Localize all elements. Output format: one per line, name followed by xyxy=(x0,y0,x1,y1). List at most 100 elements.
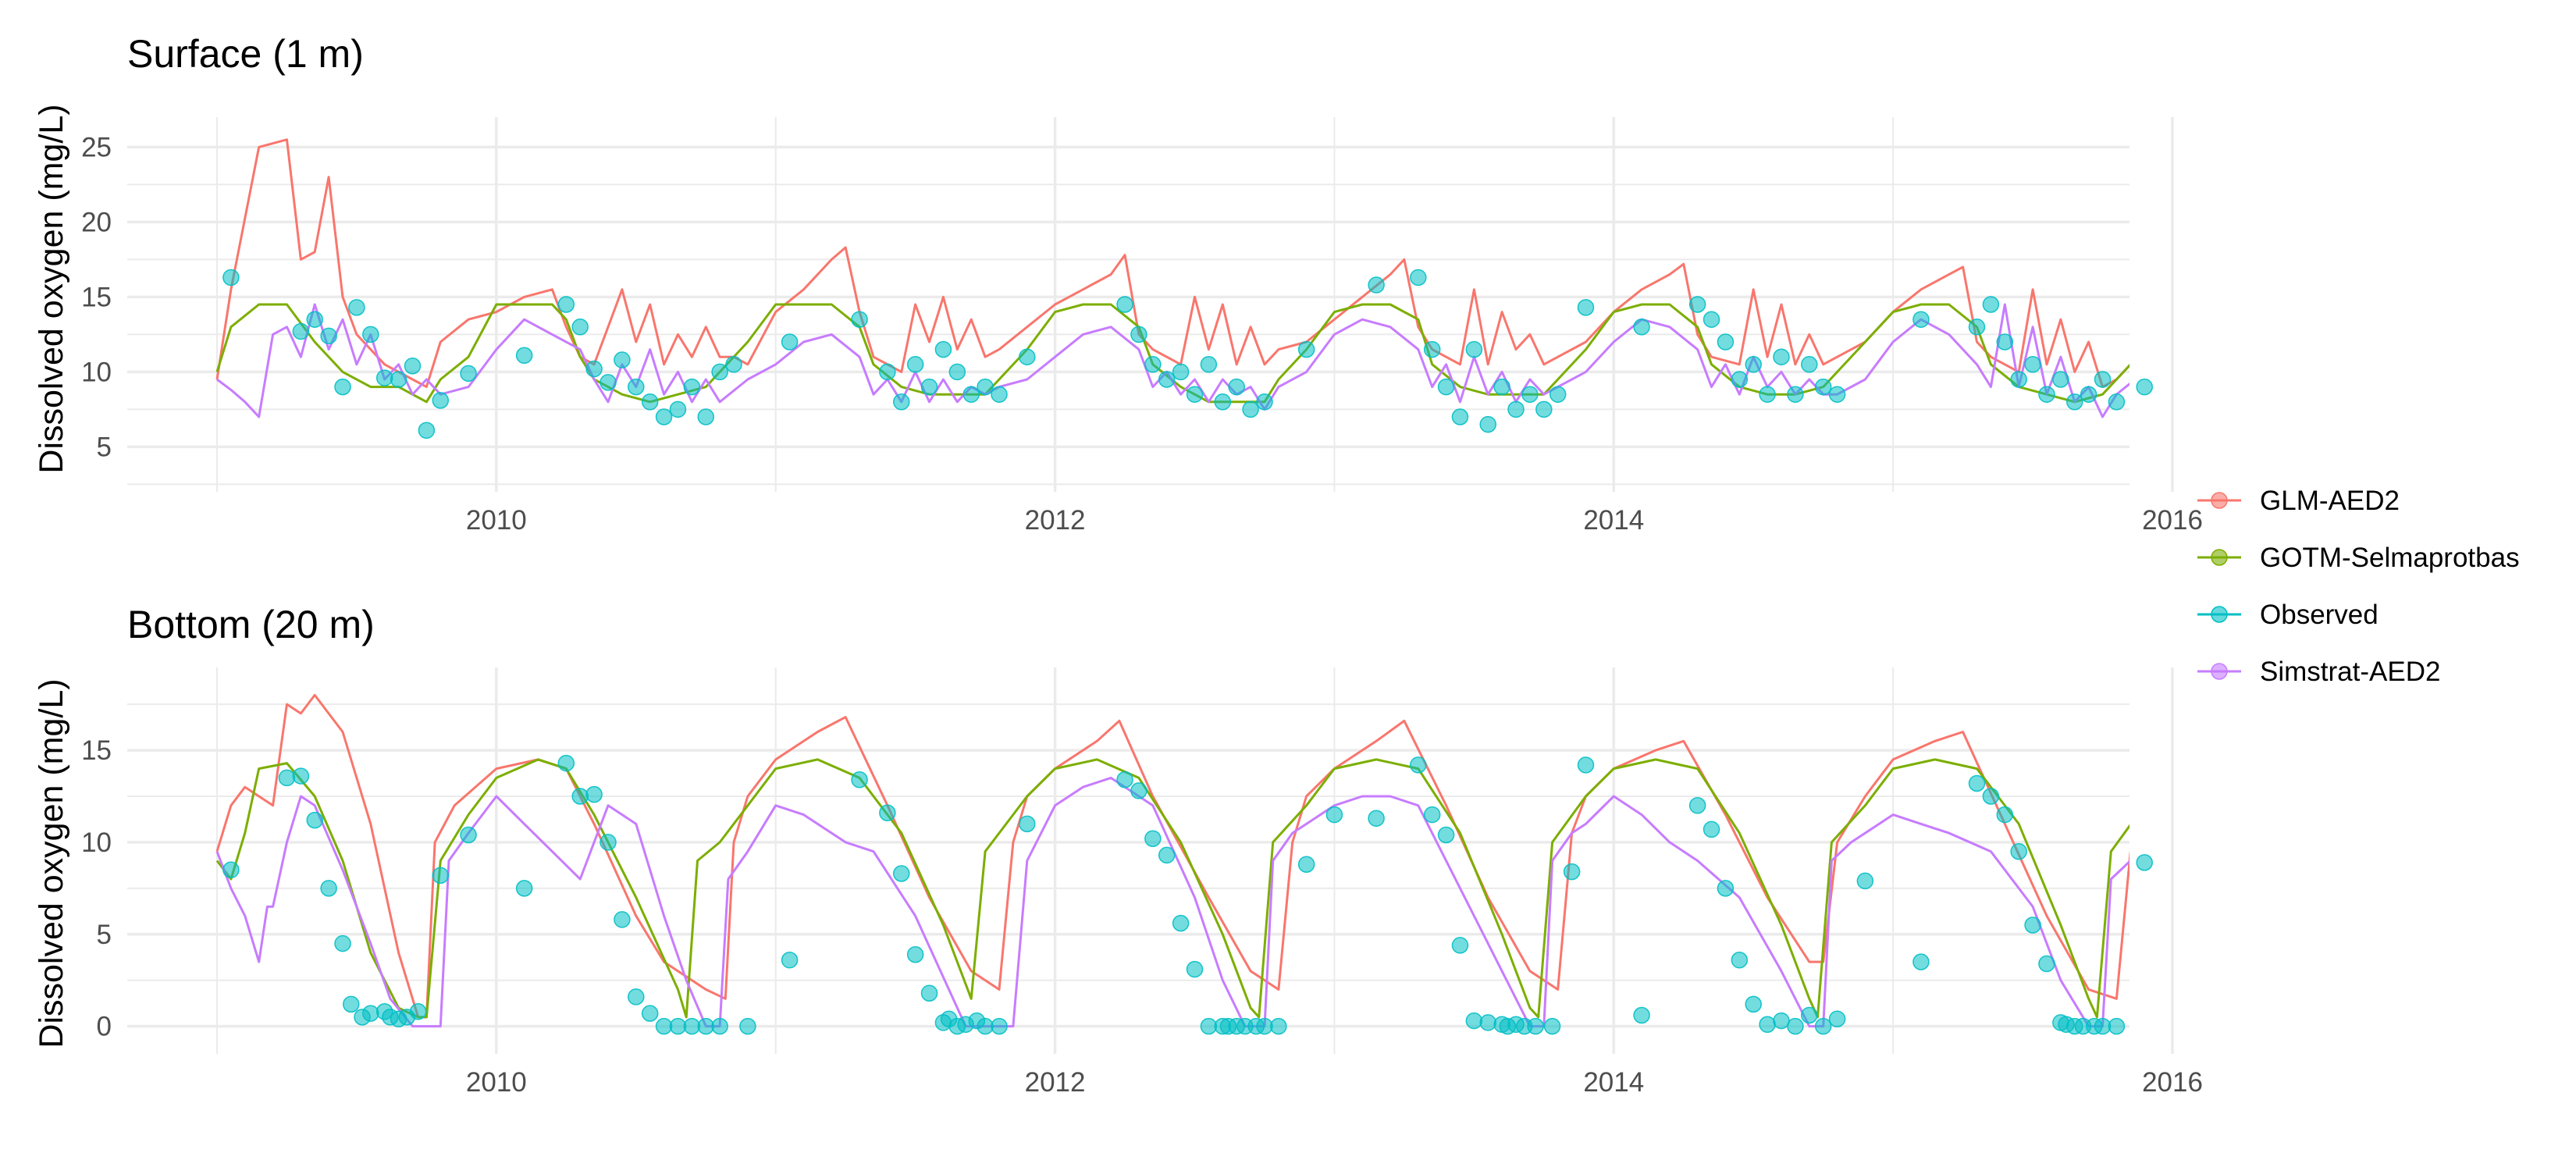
surface-observed-point xyxy=(306,311,323,328)
bottom-observed-point xyxy=(614,911,631,928)
surface-observed-point xyxy=(557,296,575,313)
bottom-observed-point xyxy=(2108,1017,2126,1035)
bottom-observed-point xyxy=(1200,1017,1218,1035)
bottom-observed-point xyxy=(409,1003,427,1020)
bottom-observed-point xyxy=(306,811,323,829)
surface-observed-point xyxy=(390,371,407,388)
surface-observed-point xyxy=(1912,311,1930,328)
surface-observed-point xyxy=(893,393,910,411)
bottom-observed-point xyxy=(1996,806,2014,824)
surface-observed-point xyxy=(320,327,337,345)
legend-item-label: GLM-AED2 xyxy=(2260,486,2400,516)
surface-observed-point xyxy=(1703,311,1720,328)
bottom-observed-point xyxy=(1019,815,1036,833)
surface-observed-point xyxy=(515,347,533,365)
surface-observed-point xyxy=(1828,386,1846,403)
surface-x-tick-label: 2014 xyxy=(1583,505,1644,536)
bottom-x-tick-label: 2012 xyxy=(1025,1067,1086,1098)
surface-observed-point xyxy=(1507,400,1525,418)
surface-observed-point xyxy=(1297,340,1315,358)
surface-observed-point xyxy=(1688,296,1706,313)
surface-observed-point xyxy=(2038,386,2055,403)
surface-observed-point xyxy=(334,378,351,396)
surface-observed-point xyxy=(585,360,603,378)
surface-observed-point xyxy=(1019,348,1036,365)
bottom-observed-point xyxy=(600,834,617,851)
surface-observed-point xyxy=(1493,378,1510,396)
surface-observed-point xyxy=(1787,386,1804,403)
bottom-observed-point xyxy=(641,1005,659,1022)
bottom-observed-point xyxy=(1410,756,1427,774)
surface-observed-point xyxy=(1451,408,1469,425)
surface-observed-point xyxy=(2136,378,2153,396)
surface-observed-point xyxy=(1465,340,1483,358)
bottom-observed-point xyxy=(1787,1017,1804,1035)
surface-observed-point xyxy=(1549,386,1567,403)
bottom-observed-point xyxy=(1479,1014,1496,1031)
surface-observed-point xyxy=(1410,269,1427,287)
bottom-observed-point xyxy=(2010,842,2027,860)
bottom-observed-point xyxy=(1437,826,1455,844)
surface-observed-point xyxy=(1437,378,1455,396)
surface-panel: Surface (1 m) Dissolved oxygen (mg/L) 5 1… xyxy=(33,32,2203,536)
surface-observed-point xyxy=(1982,296,2000,313)
bottom-observed-point xyxy=(1116,771,1133,788)
bottom-observed-point xyxy=(571,788,589,805)
bottom-observed-point xyxy=(906,945,924,963)
surface-observed-point xyxy=(1479,415,1496,433)
bottom-x-tick-label: 2016 xyxy=(2142,1067,2203,1098)
bottom-observed-point xyxy=(557,754,575,772)
bottom-observed-point xyxy=(991,1017,1008,1035)
bottom-observed-point xyxy=(879,804,896,821)
bottom-observed-point xyxy=(585,785,603,803)
surface-observed-point xyxy=(2108,393,2126,411)
surface-observed-point xyxy=(1773,348,1790,365)
surface-observed-point xyxy=(375,369,393,386)
surface-observed-point xyxy=(683,378,701,396)
surface-observed-point xyxy=(1186,386,1204,403)
bottom-observed-point xyxy=(1158,846,1176,864)
bottom-panel: Bottom (20 m) Dissolved oxygen (mg/L) 0 5… xyxy=(33,603,2203,1098)
bottom-x-tick-label: 2010 xyxy=(466,1067,527,1098)
surface-observed-point xyxy=(697,408,714,425)
surface-observed-point xyxy=(977,378,994,396)
bottom-observed-point xyxy=(1968,774,1986,792)
surface-observed-point xyxy=(948,363,966,381)
bottom-observed-point xyxy=(669,1017,687,1035)
surface-observed-point xyxy=(2024,356,2041,373)
legend: GLM-AED2 GOTM-Selmaprotbas Observed Simstra… xyxy=(2197,486,2520,687)
bottom-observed-point xyxy=(851,771,868,788)
bottom-observed-point xyxy=(2136,854,2153,871)
bottom-y-tick-label: 10 xyxy=(81,828,112,858)
bottom-observed-point xyxy=(515,880,533,897)
surface-observed-point xyxy=(1801,356,1818,373)
bottom-observed-point xyxy=(278,769,296,787)
surface-glm-aed2-line xyxy=(215,138,2129,389)
surface-observed-point xyxy=(1996,333,2014,351)
surface-observed-point xyxy=(432,392,450,409)
surface-observed-point xyxy=(669,400,687,418)
bottom-observed-point xyxy=(343,995,360,1013)
bottom-observed-point xyxy=(1144,830,1162,847)
bottom-observed-point xyxy=(739,1017,756,1035)
bottom-observed-point xyxy=(1270,1017,1287,1035)
surface-panel-title: Surface (1 m) xyxy=(127,32,364,76)
surface-observed-point xyxy=(1200,356,1218,373)
surface-observed-point xyxy=(1521,386,1539,403)
surface-observed-point xyxy=(222,269,240,287)
legend-item-label: Observed xyxy=(2260,600,2379,630)
bottom-observed-point xyxy=(1703,820,1720,838)
bottom-observed-point xyxy=(1717,880,1735,897)
bottom-observed-point xyxy=(1688,797,1706,814)
surface-observed-point xyxy=(641,393,659,411)
surface-observed-point xyxy=(418,422,436,440)
surface-observed-point xyxy=(1144,356,1162,373)
bottom-observed-point xyxy=(362,1005,379,1022)
bottom-observed-point xyxy=(920,984,938,1002)
surface-observed-point xyxy=(1158,371,1176,388)
surface-x-tick-label: 2012 xyxy=(1025,505,1086,536)
surface-observed-point xyxy=(348,299,365,316)
bottom-gotm-selmaprotbas-line xyxy=(215,758,2129,1019)
